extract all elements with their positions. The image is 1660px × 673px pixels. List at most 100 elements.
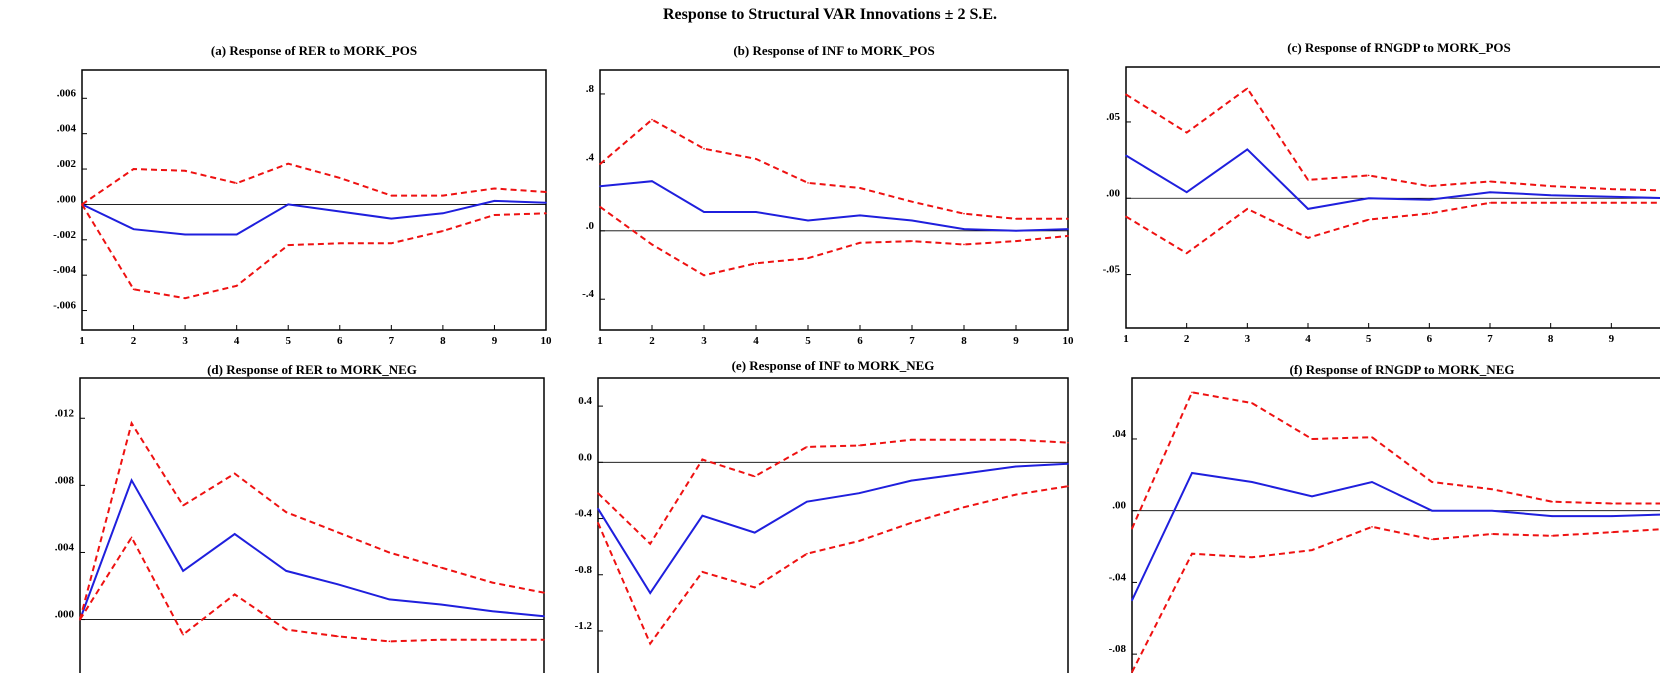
response-point (287, 203, 290, 206)
band-point (962, 506, 965, 509)
y-tick-label: .8 (586, 83, 595, 95)
upper-band-line (81, 162, 547, 206)
y-tick-label: -1.2 (575, 620, 593, 632)
response-point (1185, 191, 1188, 193)
band-point (182, 633, 184, 636)
figure-title: Response to Structural VAR Innovations ±… (662, 6, 998, 23)
x-tick-label: 3 (1245, 333, 1251, 345)
y-tick-label: -.04 (1109, 571, 1127, 583)
y-tick-label: .0 (586, 220, 595, 232)
band-point (1431, 481, 1433, 483)
x-tick-label: 4 (234, 335, 240, 347)
band-point (1246, 208, 1249, 210)
y-tick-label: -.006 (53, 300, 76, 312)
band-point (599, 163, 601, 165)
response-point (1551, 515, 1553, 517)
upper-band-line (599, 118, 1068, 220)
band-point (911, 200, 913, 203)
band-point (1611, 502, 1613, 505)
band-point (807, 257, 809, 259)
band-point (1367, 174, 1370, 177)
response-point (806, 500, 808, 503)
panel-title: (e) Response of INF to MORK_NEG (732, 358, 935, 373)
x-tick-label: 7 (389, 335, 395, 347)
band-point (910, 521, 913, 524)
response-point (336, 583, 339, 586)
band-point (390, 242, 393, 245)
x-tick-label: 3 (182, 335, 188, 347)
plot-frame (597, 377, 1069, 673)
y-tick-label: .008 (55, 474, 75, 486)
panel-title: (d) Response of RER to MORK_NEG (207, 362, 417, 377)
band-point (755, 262, 757, 265)
y-tick-label: -.08 (1109, 643, 1127, 655)
response-point (545, 201, 547, 204)
response-point (1428, 198, 1431, 201)
y-tick-label: 0.4 (578, 395, 592, 407)
band-point (336, 635, 339, 638)
band-point (1491, 533, 1493, 535)
response-point (651, 180, 653, 182)
band-point (599, 206, 601, 208)
response-point (442, 212, 444, 215)
band-point (1067, 441, 1069, 444)
response-point (755, 211, 757, 213)
band-point (806, 446, 808, 448)
band-point (388, 551, 391, 554)
band-point (1125, 93, 1127, 96)
band-point (1014, 493, 1017, 496)
band-point (701, 458, 704, 461)
response-point (859, 214, 861, 217)
response-point (1246, 148, 1249, 151)
band-point (130, 536, 133, 539)
band-point (543, 591, 545, 594)
response-point (440, 603, 442, 606)
band-point (701, 571, 704, 573)
x-tick-label: 7 (909, 335, 915, 347)
response-point (130, 479, 133, 482)
band-point (858, 444, 860, 447)
plot-frame (79, 377, 545, 673)
response-point (1191, 472, 1193, 474)
response-line (81, 199, 547, 236)
band-point (806, 552, 808, 555)
band-point (1251, 402, 1253, 404)
x-tick-label: 7 (1487, 333, 1493, 345)
band-point (963, 243, 965, 246)
band-point (1131, 527, 1133, 530)
panel-c: (c) Response of RNGDP to MORK_POS .05 .00 -… (1103, 40, 1660, 345)
lower-band-line (81, 203, 547, 300)
x-tick-label: 6 (1427, 333, 1433, 345)
x-tick-label: 1 (597, 335, 603, 347)
lower-band-line (599, 205, 1069, 277)
band-point (233, 472, 236, 475)
x-tick-label: 2 (131, 335, 137, 347)
response-point (962, 472, 965, 475)
band-point (1015, 218, 1017, 220)
y-tick-label: .00 (1106, 187, 1120, 199)
response-point (1015, 229, 1017, 232)
response-point (1371, 481, 1373, 483)
band-point (649, 543, 652, 545)
band-point (859, 187, 861, 189)
y-tick-label: .05 (1106, 111, 1120, 123)
y-tick-label: -0.8 (575, 564, 593, 576)
band-point (703, 274, 705, 277)
upper-band-line (597, 438, 1069, 546)
lower-band-line (1125, 201, 1660, 255)
band-point (1610, 188, 1613, 190)
band-point (1191, 391, 1193, 394)
y-tick-label: -.05 (1103, 264, 1121, 276)
band-point (440, 638, 442, 641)
band-point (1371, 526, 1373, 528)
band-point (132, 168, 135, 170)
band-point (287, 162, 290, 165)
x-tick-label: 1 (1123, 333, 1129, 345)
band-point (755, 158, 757, 160)
band-point (440, 566, 442, 569)
y-tick-label: -.4 (582, 288, 594, 300)
band-point (1251, 556, 1253, 559)
response-point (1014, 465, 1017, 468)
response-point (1549, 194, 1552, 197)
